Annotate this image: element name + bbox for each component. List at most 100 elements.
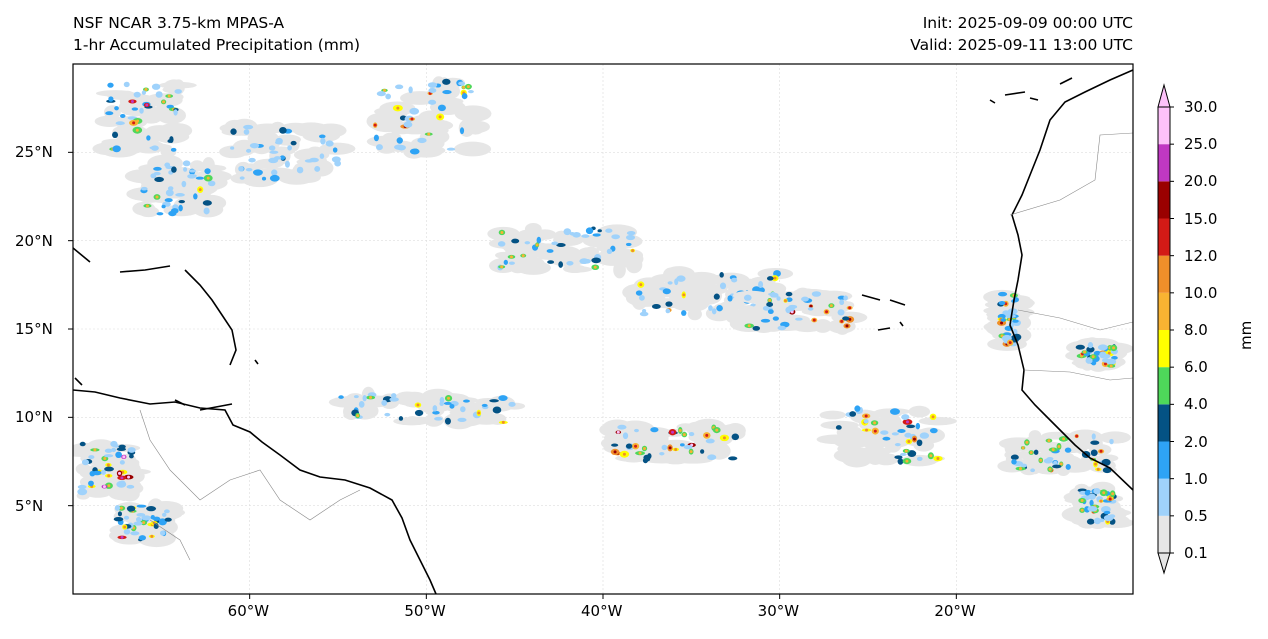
precip-area: [820, 420, 859, 430]
precip-cell: [716, 305, 723, 312]
colorbar-tick-label: 12.0: [1184, 246, 1218, 265]
precip-area: [394, 391, 421, 406]
precip-area: [710, 306, 735, 317]
precip-cell: [204, 168, 211, 175]
precip-core: [123, 525, 127, 529]
precip-cell: [1075, 344, 1085, 350]
precip-cell: [155, 91, 163, 98]
precip-cell: [772, 316, 779, 321]
precip-core: [639, 283, 643, 287]
precip-cell: [1091, 433, 1096, 440]
precip-core: [107, 484, 111, 488]
colorbar-tick-label: 15.0: [1184, 209, 1218, 228]
precip-cell: [1099, 518, 1105, 523]
precip-cell: [139, 107, 144, 114]
precip-area: [833, 447, 874, 464]
precip-area: [918, 416, 957, 426]
precip-cell: [245, 167, 253, 172]
precip-cell: [915, 422, 921, 430]
precip-cell: [1064, 447, 1072, 453]
precip-core: [674, 447, 678, 451]
precip-cell: [391, 393, 397, 398]
precip-cell: [117, 511, 122, 517]
precip-core: [119, 506, 123, 510]
precip-cell: [152, 516, 161, 521]
precip-cell: [929, 428, 938, 434]
precip-cell: [239, 176, 245, 180]
precip-cell: [403, 121, 413, 128]
precip-core: [477, 411, 481, 415]
colorbar-tick-label: 25.0: [1184, 135, 1218, 154]
precip-cell: [126, 505, 136, 512]
precip-cell: [481, 403, 488, 407]
precip-cell: [296, 166, 304, 174]
precip-area: [418, 110, 442, 125]
precip-cell: [1086, 346, 1095, 353]
precip-core: [768, 298, 772, 302]
precip-cell: [597, 229, 602, 233]
precip-core: [132, 121, 136, 125]
precip-core: [784, 299, 788, 303]
precip-cell: [605, 228, 613, 233]
precip-core: [722, 436, 726, 440]
precip-cell: [375, 144, 383, 151]
precip-area: [94, 115, 125, 127]
precip-core: [155, 195, 159, 199]
precip-cell: [546, 249, 554, 253]
precip-cell: [150, 173, 157, 179]
precip-cell: [103, 454, 114, 458]
precip-cell: [77, 488, 88, 496]
precip-core: [1103, 362, 1107, 366]
precip-cell: [606, 248, 613, 254]
precip-core: [1102, 491, 1106, 495]
precip-cell: [1087, 506, 1098, 512]
colorbar-tick-label: 4.0: [1184, 395, 1208, 414]
precip-core: [162, 100, 166, 104]
precip-cell: [581, 234, 590, 238]
precip-cell: [268, 157, 279, 164]
precip-cell: [248, 157, 256, 163]
precip-cell: [1101, 358, 1110, 363]
precip-cell: [900, 452, 907, 456]
precip-core: [873, 421, 877, 425]
precip-cell: [284, 160, 290, 168]
precip-cell: [136, 512, 146, 517]
precip-cell: [246, 148, 252, 153]
precip-cell: [159, 519, 166, 524]
precip-cell: [801, 296, 809, 302]
precip-core: [118, 471, 122, 475]
precip-cell: [777, 325, 787, 331]
precip-core: [593, 265, 597, 269]
precip-core: [689, 450, 693, 454]
precip-area: [498, 251, 537, 264]
precip-cell: [458, 81, 466, 86]
precip-cell: [634, 428, 639, 433]
precip-cell: [807, 307, 814, 311]
precip-core: [1091, 355, 1095, 359]
precip-area: [1025, 442, 1059, 450]
precip-cell: [189, 169, 197, 173]
precip-core: [438, 115, 442, 119]
precip-cell: [536, 236, 542, 244]
precip-cell: [385, 93, 391, 100]
precip-cell: [182, 160, 191, 167]
precip-cell: [81, 459, 90, 466]
precip-cell: [112, 131, 119, 139]
precip-cell: [907, 450, 917, 458]
precip-core: [198, 188, 202, 192]
precip-core: [501, 420, 505, 424]
precip-cell: [1087, 342, 1094, 349]
precip-cell: [1046, 456, 1054, 461]
precip-cell: [683, 444, 693, 450]
precip-core: [936, 457, 940, 461]
precip-cell: [790, 306, 795, 312]
precip-area: [739, 307, 757, 319]
precip-core: [678, 428, 682, 432]
precip-area: [564, 266, 593, 273]
precip-area: [625, 256, 643, 274]
colorbar-segment: [1158, 218, 1170, 256]
precip-core: [135, 128, 139, 132]
precip-cell: [193, 193, 198, 200]
precip-cell: [503, 259, 508, 265]
precip-core: [1025, 440, 1029, 444]
